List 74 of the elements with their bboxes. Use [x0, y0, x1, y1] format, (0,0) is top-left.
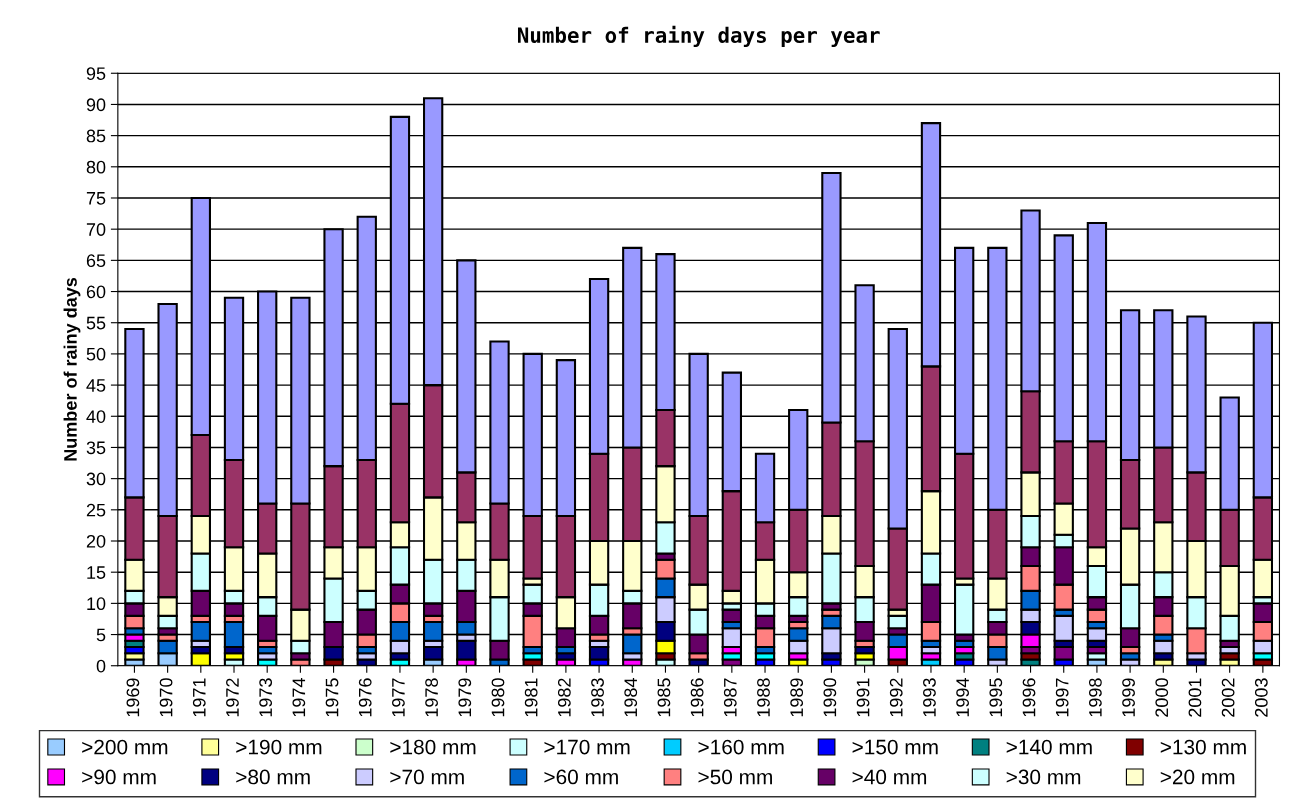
- x-tick-label: 1998: [1088, 678, 1102, 717]
- x-tick-label: 2001: [1188, 678, 1202, 717]
- legend-label: >200 mm: [82, 739, 168, 755]
- x-tick-label: 1971: [192, 678, 206, 717]
- legend-label: >60 mm: [544, 769, 618, 785]
- legend-label: >160 mm: [698, 739, 784, 755]
- x-tick-label: 1989: [790, 678, 804, 717]
- x-tick-label: 1976: [358, 678, 372, 717]
- x-tick-label: 1990: [823, 678, 837, 717]
- y-tick-label: 20: [86, 534, 106, 548]
- legend-label: >30 mm: [1006, 769, 1081, 785]
- x-tick-label: 1986: [690, 678, 704, 717]
- y-tick-label: 70: [86, 223, 106, 236]
- x-tick-label: 1972: [226, 678, 239, 717]
- y-tick-label: 45: [86, 379, 106, 392]
- y-tick-label: 75: [86, 192, 106, 205]
- x-tick-label: 1977: [392, 678, 405, 717]
- x-tick-label: 1999: [1122, 678, 1135, 717]
- x-tick-label: 1992: [889, 678, 903, 717]
- y-tick-label: 80: [86, 160, 106, 174]
- legend-label: >190 mm: [236, 739, 322, 755]
- x-tick-label: 1988: [757, 678, 770, 717]
- x-tick-label: 1970: [159, 678, 173, 717]
- x-tick-label: 1991: [856, 678, 870, 717]
- x-tick-label: 1997: [1055, 678, 1069, 717]
- legend-label: >90 mm: [82, 769, 156, 785]
- x-tick-label: 1985: [657, 678, 671, 717]
- x-tick-label: 2003: [1254, 678, 1268, 717]
- legend-label: >20 mm: [1160, 769, 1235, 785]
- x-tick-label: 1996: [1022, 678, 1036, 717]
- y-tick-label: 10: [87, 597, 106, 611]
- x-tick-label: 1994: [956, 678, 970, 717]
- x-tick-label: 2002: [1221, 678, 1235, 717]
- legend-label: >50 mm: [698, 769, 772, 785]
- bar: [456, 639, 477, 661]
- legend-label: >80 mm: [236, 769, 310, 785]
- y-tick-label: 50: [86, 347, 106, 361]
- y-axis-title: Number of rainy days: [63, 277, 81, 461]
- legend-label: >150 mm: [852, 739, 938, 755]
- y-tick-label: 85: [86, 129, 106, 143]
- y-tick-label: 5: [96, 628, 106, 642]
- x-tick-label: 1979: [458, 678, 472, 717]
- legend-label: >180 mm: [390, 739, 476, 755]
- chart-title: Number of rainy days per year: [518, 25, 880, 48]
- legend-label: >130 mm: [1160, 739, 1246, 755]
- y-tick-label: 60: [86, 285, 106, 299]
- legend-label: >70 mm: [390, 769, 464, 785]
- legend-label: >40 mm: [852, 769, 927, 785]
- x-tick-label: 1984: [624, 678, 638, 717]
- x-tick-label: 1987: [723, 678, 737, 717]
- x-tick-label: 1973: [259, 678, 273, 717]
- y-tick-label: 95: [86, 67, 106, 80]
- x-tick-label: 1982: [557, 678, 571, 717]
- x-tick-label: 1983: [591, 678, 604, 717]
- y-tick-label: 65: [86, 254, 106, 268]
- x-tick-label: 2000: [1155, 678, 1169, 717]
- y-tick-label: 15: [87, 566, 106, 579]
- x-tick-label: 1980: [491, 678, 505, 717]
- x-tick-label: 1995: [989, 678, 1003, 717]
- y-tick-label: 40: [86, 410, 106, 423]
- y-tick-label: 55: [86, 316, 106, 330]
- legend-label: >140 mm: [1006, 739, 1092, 755]
- y-tick-label: 0: [96, 659, 106, 673]
- x-tick-label: 1969: [126, 678, 140, 717]
- y-tick-label: 30: [86, 472, 106, 486]
- y-tick-label: 35: [86, 441, 106, 455]
- y-tick-label: 25: [86, 503, 106, 517]
- x-tick-label: 1993: [923, 678, 936, 717]
- x-tick-label: 1974: [292, 678, 306, 717]
- legend-label: >170 mm: [544, 739, 630, 755]
- y-tick-label: 90: [86, 98, 106, 112]
- x-tick-label: 1978: [425, 678, 438, 717]
- x-tick-label: 1981: [524, 678, 538, 717]
- x-tick-label: 1975: [325, 678, 339, 717]
